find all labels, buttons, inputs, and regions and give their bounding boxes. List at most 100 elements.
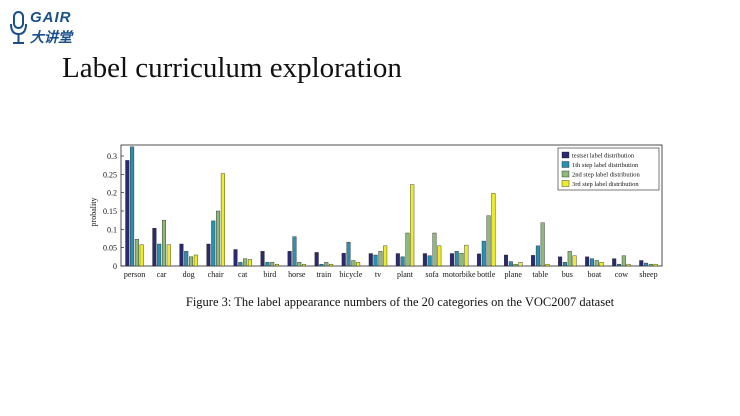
chart-bars xyxy=(125,146,658,267)
y-tick-label: 0.3 xyxy=(107,152,117,161)
bar-person-series-1 xyxy=(125,160,130,267)
legend-entry: 2nd step label distribution xyxy=(572,172,640,179)
bar-train-series-4 xyxy=(329,263,334,267)
legend-swatch xyxy=(561,161,570,168)
bar-plant-series-4 xyxy=(410,184,415,267)
y-tick-label: 0.2 xyxy=(107,189,117,198)
bar-cat-series-2 xyxy=(238,262,243,267)
bar-car-series-1 xyxy=(152,228,157,267)
bar-sheep-series-2 xyxy=(644,262,649,267)
x-tick-label: bus xyxy=(562,270,573,279)
x-tick-label: bird xyxy=(263,270,276,279)
bar-train-series-2 xyxy=(319,263,324,267)
bar-bird-series-4 xyxy=(274,263,279,267)
bar-horse-series-2 xyxy=(292,236,297,267)
bar-tv-series-1 xyxy=(368,253,373,267)
bar-sofa-series-3 xyxy=(432,232,437,267)
bar-plane-series-4 xyxy=(518,262,523,267)
bar-bicycle-series-1 xyxy=(341,252,346,267)
bar-motorbike-series-3 xyxy=(459,252,464,267)
x-tick-label: horse xyxy=(288,270,306,279)
logo-text-cjk: 大讲堂 xyxy=(30,30,72,46)
slide-title: Label curriculum exploration xyxy=(62,52,402,84)
bar-train-series-3 xyxy=(324,262,329,267)
x-tick-label: plane xyxy=(505,270,523,279)
x-tick-label: person xyxy=(124,270,145,279)
microphone-icon xyxy=(10,11,27,44)
legend-entry: testset label distribution xyxy=(572,153,635,160)
legend-entry: 3rd step label distribution xyxy=(572,181,639,188)
bar-cat-series-3 xyxy=(243,258,248,267)
legend-swatch xyxy=(561,180,570,187)
bar-chart: 0 0.05 0.1 0.15 0.2 0.25 0.3 person car dog chair… xyxy=(89,144,663,279)
x-tick-label: cat xyxy=(238,270,248,279)
bar-plane-series-3 xyxy=(513,263,518,267)
x-tick-label: motorbike xyxy=(443,270,476,279)
bar-train-series-1 xyxy=(314,252,319,267)
y-axis-label: probality xyxy=(89,198,98,227)
legend-swatch xyxy=(561,151,570,159)
bar-person-series-4 xyxy=(139,244,144,267)
y-tick-label: 0.25 xyxy=(103,170,117,179)
bar-boat-series-1 xyxy=(585,256,590,267)
figure-caption: Figure 3: The label appearance numbers o… xyxy=(185,295,615,309)
x-tick-label: bicycle xyxy=(339,270,363,279)
bar-sofa-series-2 xyxy=(427,255,432,267)
bar-sheep-series-1 xyxy=(639,260,644,267)
bar-sofa-series-4 xyxy=(437,245,442,267)
x-tick-label: bottle xyxy=(477,270,496,279)
bar-dog-series-1 xyxy=(179,243,184,267)
x-tick-label: train xyxy=(317,270,332,279)
bar-cow-series-1 xyxy=(612,258,617,267)
bar-motorbike-series-4 xyxy=(464,244,469,267)
bar-bird-series-1 xyxy=(260,251,265,267)
bar-bottle-series-2 xyxy=(481,240,486,267)
bar-bicycle-series-2 xyxy=(346,241,351,267)
bar-bus-series-1 xyxy=(558,256,563,267)
bar-table-series-2 xyxy=(535,245,540,267)
bar-horse-series-4 xyxy=(302,263,307,267)
x-tick-label: boat xyxy=(587,270,602,279)
bar-sofa-series-1 xyxy=(422,253,427,267)
chart-legend: testset label distribution 1th step label… xyxy=(557,147,660,191)
bar-bus-series-4 xyxy=(572,255,577,267)
bar-table-series-1 xyxy=(531,255,536,267)
gair-logo: GAIR 大讲堂 xyxy=(10,8,100,48)
bar-dog-series-3 xyxy=(189,256,194,267)
x-tick-label: tv xyxy=(375,270,381,279)
bar-tv-series-4 xyxy=(383,245,388,267)
bar-table-series-3 xyxy=(540,222,545,267)
bar-cow-series-4 xyxy=(626,263,631,267)
bar-chair-series-3 xyxy=(216,210,221,267)
bar-bottle-series-4 xyxy=(491,193,496,267)
bar-cow-series-3 xyxy=(621,255,626,267)
x-tick-label: car xyxy=(157,270,167,279)
x-tick-label: sofa xyxy=(425,270,439,279)
bar-bicycle-series-3 xyxy=(351,260,356,267)
bar-car-series-4 xyxy=(166,244,171,267)
bar-bird-series-2 xyxy=(265,262,270,267)
bar-bicycle-series-4 xyxy=(356,262,361,267)
bar-motorbike-series-1 xyxy=(449,253,454,267)
bar-bird-series-3 xyxy=(270,262,275,267)
bar-bottle-series-1 xyxy=(476,253,481,267)
bar-plane-series-2 xyxy=(508,261,513,267)
bar-bus-series-3 xyxy=(567,251,572,267)
y-tick-label: 0.05 xyxy=(103,244,117,253)
x-axis: person car dog chair cat bird horse train bicycl… xyxy=(124,270,658,279)
chart-frame xyxy=(120,144,663,267)
bar-plant-series-3 xyxy=(405,232,410,267)
bar-cat-series-1 xyxy=(233,249,238,267)
bar-person-series-3 xyxy=(134,239,139,267)
bar-plant-series-1 xyxy=(395,253,400,267)
bar-boat-series-2 xyxy=(589,258,594,267)
legend-box xyxy=(557,147,660,191)
bar-bottle-series-3 xyxy=(486,215,491,267)
bar-car-series-2 xyxy=(157,243,162,267)
legend-entry: 1th step label distribution xyxy=(572,162,639,169)
bar-chair-series-2 xyxy=(211,220,216,267)
bar-car-series-3 xyxy=(161,219,166,267)
bar-dog-series-2 xyxy=(184,251,189,267)
bar-sheep-series-3 xyxy=(648,263,653,267)
bar-table-series-4 xyxy=(545,263,550,267)
